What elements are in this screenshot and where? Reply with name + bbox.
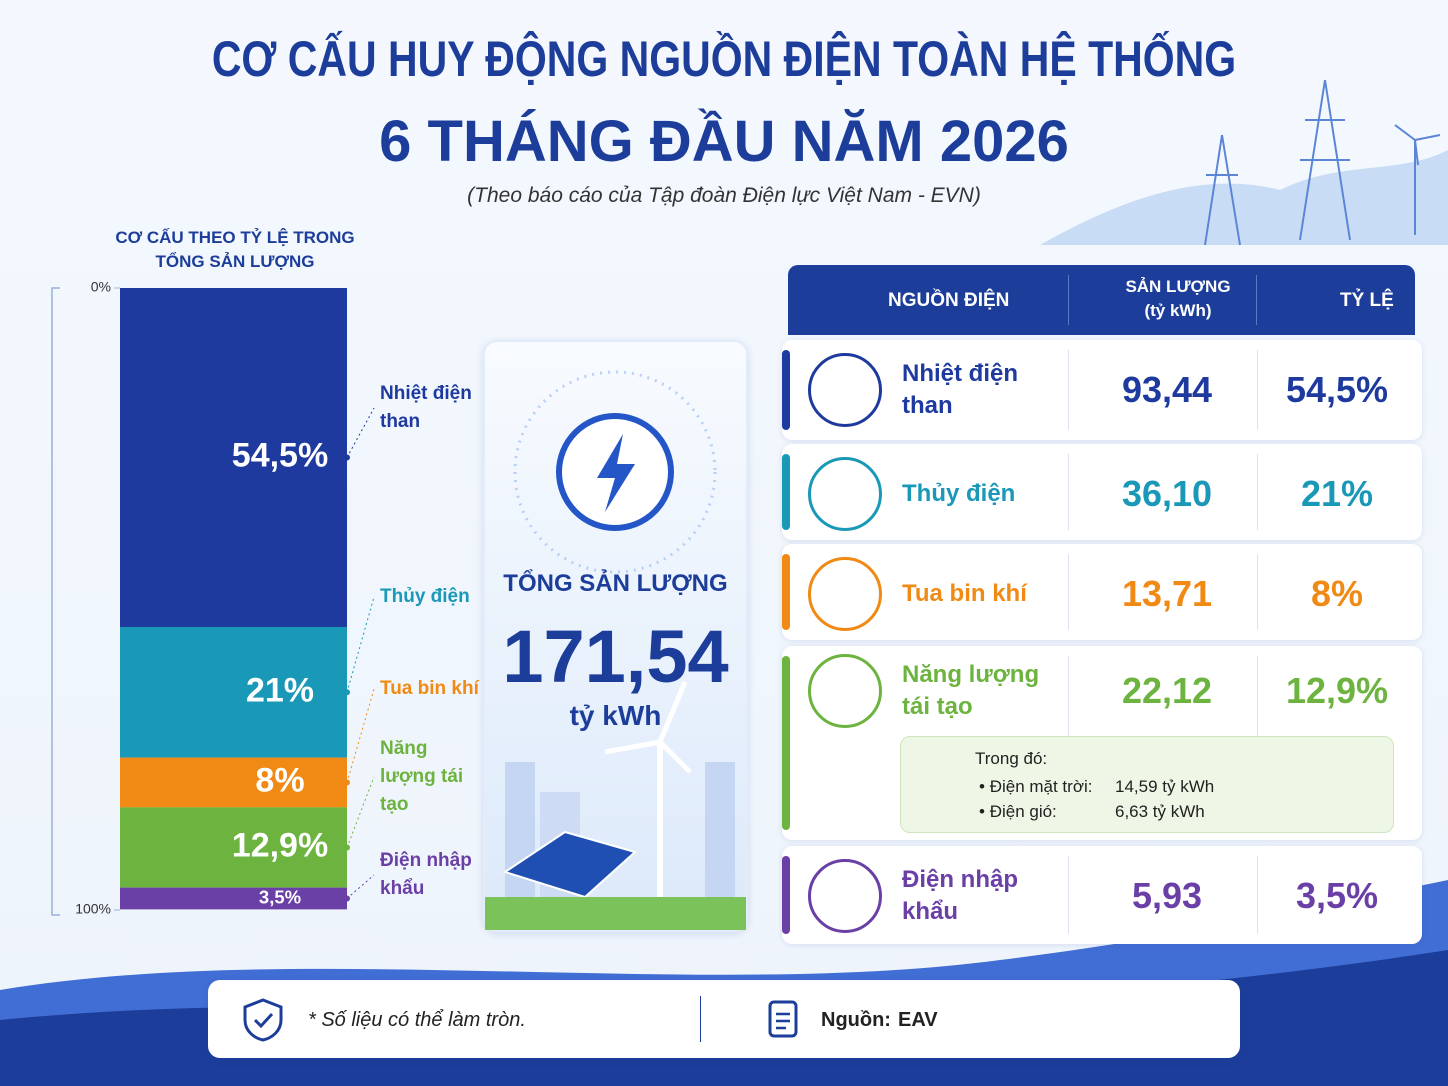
bar-segment xyxy=(120,887,347,910)
value-label: 8% xyxy=(255,761,304,799)
leader-line xyxy=(346,874,375,899)
column-divider xyxy=(1068,856,1069,934)
category-label: Nhiệt điện than xyxy=(380,383,472,432)
output-value: 22,12 xyxy=(1121,670,1213,711)
row-icon xyxy=(808,654,882,728)
total-card: TỔNG SẢN LƯỢNG 171,54 tỷ kWh xyxy=(483,340,748,932)
share-value: 12,9% xyxy=(1285,670,1389,711)
column-divider xyxy=(1257,350,1258,430)
row-icon xyxy=(808,457,882,531)
title: CƠ CẤU HUY ĐỘNG NGUỒN ĐIỆN TOÀN HỆ THỐNG xyxy=(211,31,1237,87)
column-divider xyxy=(1257,454,1258,530)
detail-label: Điện mặt trời: xyxy=(989,777,1093,796)
column-divider xyxy=(1068,656,1069,736)
footer: * Số liệu có thể làm tròn. Nguồn: EAV xyxy=(208,980,1240,1058)
table-header: NGUỒN ĐIỆN SẢN LƯỢNG (tỷ kWh) TỶ LỆ xyxy=(788,265,1415,335)
leader-line xyxy=(346,776,375,848)
column-divider xyxy=(1068,554,1069,630)
category-label: Năng lượng tái tạo xyxy=(380,738,464,815)
leader-dot xyxy=(344,779,350,786)
total-illustration xyxy=(485,370,746,930)
source-name: Tua bin khí xyxy=(902,580,1027,607)
total-label: TỔNG SẢN LƯỢNG xyxy=(503,570,728,597)
source-name: Năng lượng tái tạo xyxy=(902,661,1040,720)
row-accent xyxy=(782,856,790,934)
leader-line xyxy=(346,688,375,783)
leader-line xyxy=(346,596,375,693)
column-divider xyxy=(1257,856,1258,934)
output-value: 5,93 xyxy=(1131,875,1203,916)
source-name: Nhiệt điện than xyxy=(902,360,1019,419)
source-name: Điện nhập khẩu xyxy=(902,866,1019,925)
renewable-detail: Trong đó: • Điện mặt trời: 14,59 tỷ kWh … xyxy=(900,736,1394,833)
output-value: 13,71 xyxy=(1121,573,1213,614)
table-row: Thủy điện 36,10 21% xyxy=(782,444,1422,540)
table-row: Nhiệt điện than 93,44 54,5% xyxy=(782,340,1422,440)
y-tick-label: 0% xyxy=(91,279,111,295)
category-label: Điện nhập khẩu xyxy=(380,850,472,899)
detail-value: 6,63 tỷ kWh xyxy=(1115,802,1205,821)
leader-dot xyxy=(344,689,350,696)
detail-label: Điện gió: xyxy=(989,802,1057,821)
row-accent xyxy=(782,350,790,430)
share-value: 8% xyxy=(1310,573,1364,614)
column-divider xyxy=(1257,656,1258,736)
bar-segment xyxy=(120,288,347,627)
shield-icon xyxy=(243,998,283,1042)
leader-dot xyxy=(344,895,350,902)
value-label: 54,5% xyxy=(232,436,328,474)
total-value: 171,54 xyxy=(502,615,729,698)
header-source: NGUỒN ĐIỆN xyxy=(888,290,1010,311)
row-accent xyxy=(782,554,790,630)
row-icon xyxy=(808,557,882,631)
detail-label: • Điện mặt trời: xyxy=(979,777,1093,796)
row-icon xyxy=(808,859,882,933)
bar-segment xyxy=(120,757,347,808)
doc-icon xyxy=(768,1000,798,1038)
detail-title: Trong đó: xyxy=(975,749,1048,768)
leader-line xyxy=(346,407,375,458)
header-output: SẢN LƯỢNG xyxy=(1125,277,1231,296)
table-row: Tua bin khí 13,71 8% xyxy=(782,544,1422,640)
subtitle: (Theo báo cáo của Tập đoàn Điện lực Việt… xyxy=(467,184,981,207)
value-label: 12,9% xyxy=(232,826,328,864)
total-unit: tỷ kWh xyxy=(569,700,662,731)
value-label: 3,5% xyxy=(259,886,301,907)
bar-segment xyxy=(120,807,347,888)
column-divider xyxy=(1068,454,1069,530)
value-label: 21% xyxy=(246,671,314,709)
row-accent xyxy=(782,454,790,530)
source-name: Thủy điện xyxy=(902,480,1016,507)
detail-value: 14,59 tỷ kWh xyxy=(1115,777,1215,796)
leader-dot xyxy=(344,454,350,461)
leader-dot xyxy=(344,844,350,851)
source: EAV xyxy=(898,1009,938,1031)
table-row: Điện nhập khẩu 5,93 3,5% xyxy=(782,846,1422,944)
source-label: Nguồn: xyxy=(821,1009,891,1031)
category-label: Thủy điện xyxy=(380,586,470,607)
header-share: TỶ LỆ xyxy=(1340,290,1394,311)
footnote: * Số liệu có thể làm tròn. xyxy=(308,1009,526,1031)
share-value: 54,5% xyxy=(1285,369,1389,410)
column-divider xyxy=(1257,554,1258,630)
detail-label: • Điện gió: xyxy=(979,802,1057,821)
chart: 0% 100% 54,5% 21% 8% 12,9% 3,5% xyxy=(51,279,375,917)
share-value: 21% xyxy=(1300,473,1374,514)
column-divider xyxy=(1068,350,1069,430)
y-tick-label: 100% xyxy=(75,901,111,917)
share-value: 3,5% xyxy=(1295,875,1379,916)
bar-segment xyxy=(120,626,347,758)
title: 6 THÁNG ĐẦU NĂM 2026 xyxy=(379,109,1069,174)
row-accent xyxy=(782,656,790,830)
chart-title: CƠ CẤU THEO TỶ LỆ TRONG TỔNG SẢN LƯỢNG xyxy=(115,228,355,271)
header-output-unit: (tỷ kWh) xyxy=(1144,301,1212,320)
output-value: 93,44 xyxy=(1121,369,1213,410)
category-label: Tua bin khí xyxy=(380,678,479,699)
row-icon xyxy=(808,353,882,427)
output-value: 36,10 xyxy=(1121,473,1213,514)
